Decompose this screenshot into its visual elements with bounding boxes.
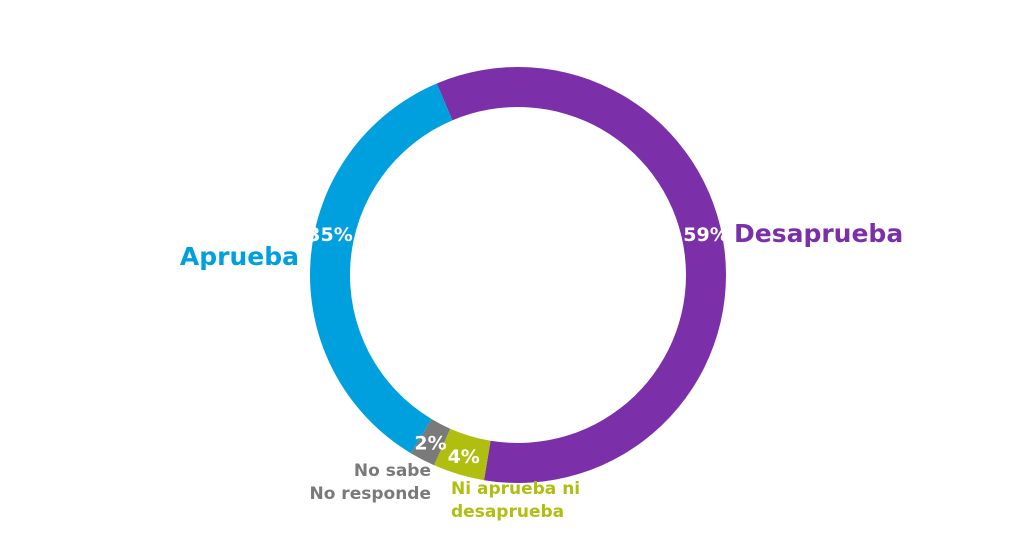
donut-slices — [310, 67, 726, 483]
category-label-desaprueba: Desaprueba — [734, 219, 903, 248]
category-label-ni-aprueba-line1: Ni aprueba ni — [451, 479, 580, 499]
percent-label-2: 2% — [414, 433, 446, 455]
donut-slice-no-sabe-no-responde — [410, 419, 451, 466]
category-label-aprueba: Aprueba — [180, 242, 299, 271]
donut-slice-desaprueba — [436, 67, 726, 483]
percent-label-4: 4% — [448, 446, 480, 468]
percent-label-59: 59% — [683, 224, 728, 246]
donut-slice-aprueba — [310, 83, 453, 454]
category-label-no-sabe-line1: No sabe — [354, 461, 431, 481]
category-label-ni-aprueba-line2: desaprueba — [451, 502, 564, 522]
percent-labels: 59% 4%2% 35% — [307, 224, 728, 468]
category-label-no-sabe-line2: No responde — [309, 484, 431, 504]
percent-label-35: 35% — [307, 224, 352, 246]
donut-slice-ni-aprueba-ni-desaprueba — [434, 428, 491, 481]
